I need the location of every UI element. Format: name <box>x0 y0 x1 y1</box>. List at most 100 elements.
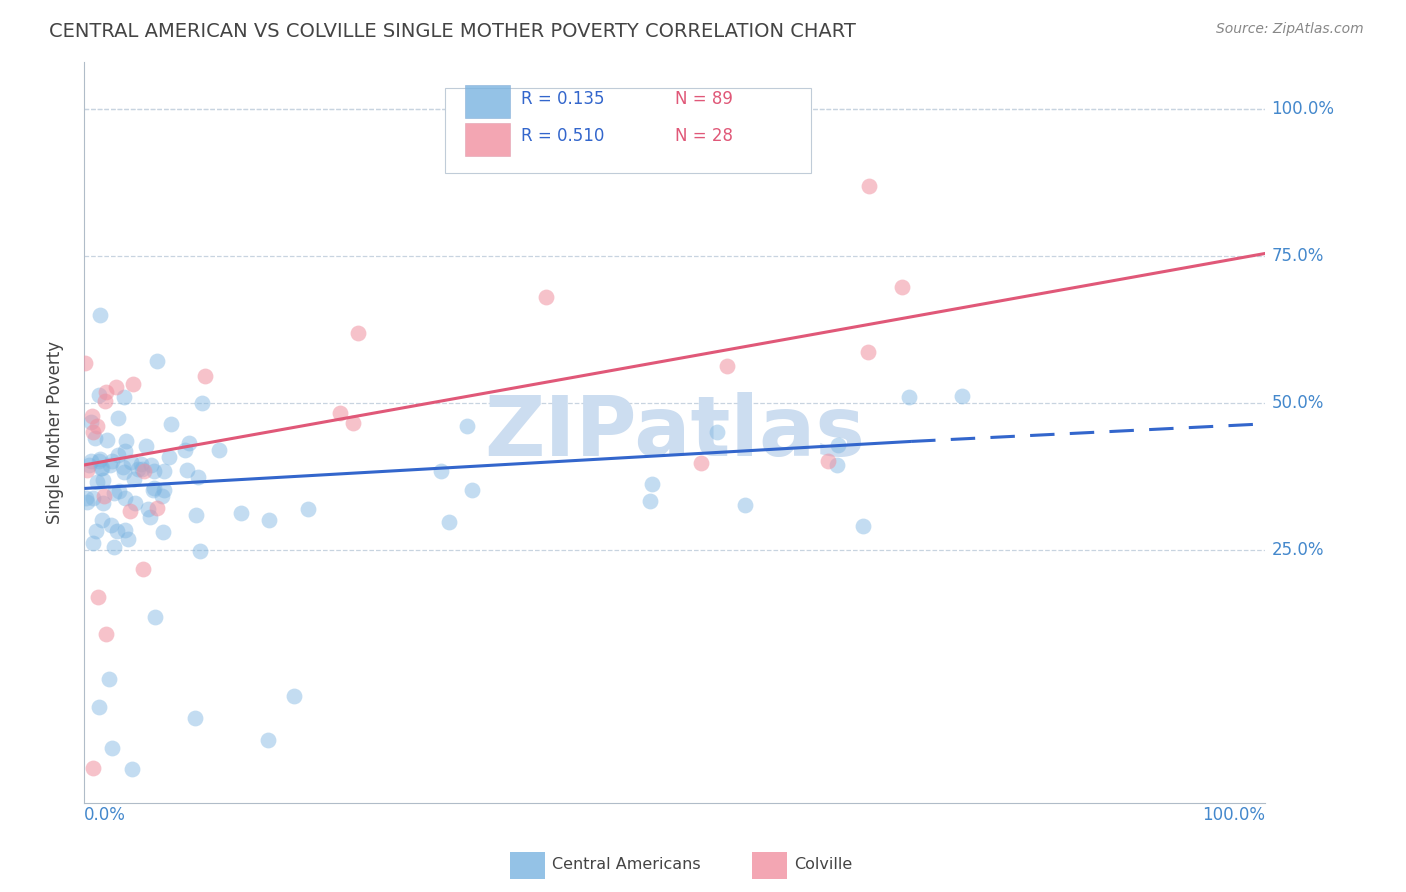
Point <box>112 390 135 404</box>
Point <box>437 515 460 529</box>
Point <box>91 461 114 475</box>
Point <box>82 491 104 505</box>
Point <box>131 458 153 472</box>
Point <box>89 308 111 322</box>
Point <box>187 470 209 484</box>
Text: ZIPatlas: ZIPatlas <box>485 392 865 473</box>
Point <box>80 454 103 468</box>
Point <box>94 626 117 640</box>
Text: 0.0%: 0.0% <box>84 805 127 823</box>
Point <box>114 443 136 458</box>
Point <box>184 508 207 522</box>
Point <box>461 483 484 497</box>
Point <box>208 443 231 458</box>
Point <box>100 517 122 532</box>
Point <box>101 740 124 755</box>
Text: 25.0%: 25.0% <box>1271 541 1324 559</box>
Point <box>76 495 98 509</box>
Point <box>124 496 146 510</box>
Point <box>91 513 114 527</box>
Point <box>136 502 159 516</box>
Point <box>152 525 174 540</box>
Point <box>716 359 738 373</box>
Point <box>87 590 110 604</box>
Point <box>706 425 728 439</box>
Point <box>122 376 145 391</box>
Point <box>734 498 756 512</box>
Point <box>118 504 141 518</box>
Point <box>84 432 107 446</box>
Point <box>690 456 713 470</box>
Point <box>297 501 319 516</box>
Point <box>858 178 880 193</box>
Point <box>86 475 108 489</box>
Point <box>117 532 139 546</box>
Bar <box>509 853 546 879</box>
Point <box>77 458 100 472</box>
Point <box>98 458 121 473</box>
Point <box>76 463 98 477</box>
Point <box>142 483 165 498</box>
Point <box>93 393 115 408</box>
Point <box>91 473 114 487</box>
Text: Colville: Colville <box>794 857 852 872</box>
Text: N = 89: N = 89 <box>675 90 733 109</box>
Point <box>108 484 131 499</box>
Point <box>342 416 364 430</box>
Text: 50.0%: 50.0% <box>1271 394 1323 412</box>
Point <box>177 436 200 450</box>
Point <box>157 450 180 465</box>
Point <box>82 425 104 439</box>
Point <box>87 388 110 402</box>
Point <box>283 689 305 703</box>
Text: Central Americans: Central Americans <box>553 857 700 872</box>
Text: R = 0.135: R = 0.135 <box>522 90 605 109</box>
Point <box>456 419 478 434</box>
Point <box>114 434 136 448</box>
Point <box>94 384 117 399</box>
Point <box>188 544 211 558</box>
Point <box>152 483 174 497</box>
Point <box>90 460 112 475</box>
Text: CENTRAL AMERICAN VS COLVILLE SINGLE MOTHER POVERTY CORRELATION CHART: CENTRAL AMERICAN VS COLVILLE SINGLE MOTH… <box>49 22 856 41</box>
Text: 100.0%: 100.0% <box>1202 805 1265 823</box>
Point <box>347 326 370 340</box>
Text: N = 28: N = 28 <box>675 128 733 145</box>
Text: 100.0%: 100.0% <box>1271 101 1334 119</box>
Point <box>82 760 104 774</box>
Point <box>104 380 127 394</box>
Point <box>98 672 121 686</box>
FancyBboxPatch shape <box>444 88 811 173</box>
Point <box>84 524 107 538</box>
Point <box>173 442 195 457</box>
Point <box>184 711 207 725</box>
Point <box>150 489 173 503</box>
Point <box>86 418 108 433</box>
Point <box>825 458 848 473</box>
Point <box>75 356 97 370</box>
Point <box>897 390 920 404</box>
Point <box>640 477 662 491</box>
Point <box>103 541 125 555</box>
Point <box>121 762 143 776</box>
Point <box>134 464 156 478</box>
Bar <box>464 85 509 118</box>
Point <box>817 454 839 468</box>
Point <box>80 415 103 429</box>
Point <box>107 524 129 538</box>
Point <box>229 506 252 520</box>
Point <box>93 490 115 504</box>
Point <box>329 407 352 421</box>
Point <box>131 462 153 476</box>
Point <box>191 396 214 410</box>
Point <box>257 732 280 747</box>
Point <box>101 454 124 468</box>
Point <box>112 465 135 479</box>
Point <box>139 458 162 472</box>
Point <box>114 523 136 537</box>
Point <box>152 464 174 478</box>
Bar <box>464 123 509 156</box>
Point <box>536 290 558 304</box>
Point <box>145 501 167 516</box>
Point <box>257 513 280 527</box>
